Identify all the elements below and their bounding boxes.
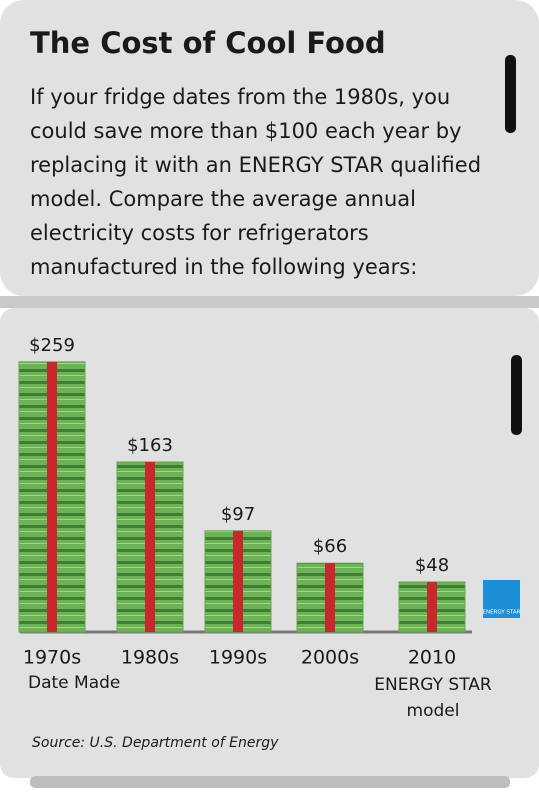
value-label: $163: [127, 435, 173, 456]
handle: [511, 355, 522, 435]
strap: [325, 563, 335, 632]
value-label: $259: [29, 335, 75, 356]
value-label: $48: [415, 555, 449, 576]
strap: [427, 581, 437, 632]
logo: [483, 580, 520, 618]
upper-door: [0, 0, 539, 296]
strap: [145, 461, 155, 632]
strap: [233, 530, 243, 632]
x-label: Date Made: [28, 673, 121, 693]
handle: [505, 55, 516, 133]
door-gap: [0, 296, 539, 308]
strap: [47, 361, 57, 632]
subtitle: If your fridge dates from the 1980s, you…: [30, 85, 482, 279]
x-tick-label: 2010: [408, 647, 456, 669]
source: Source: U.S. Department of Energy: [32, 735, 279, 751]
x-tick-label: 1990s: [209, 647, 267, 669]
base: [30, 776, 510, 788]
x-tick-label: 1970s: [23, 647, 81, 669]
title: The Cost of Cool Food: [30, 26, 386, 60]
x-tick-label: 1980s: [121, 647, 179, 669]
value-label: $66: [313, 536, 347, 557]
category-note: ENERGY STAR model: [374, 675, 492, 721]
value-label: $97: [221, 504, 255, 525]
x-tick-label: 2000s: [301, 647, 359, 669]
logo-text: ENERGY STAR: [483, 610, 521, 616]
